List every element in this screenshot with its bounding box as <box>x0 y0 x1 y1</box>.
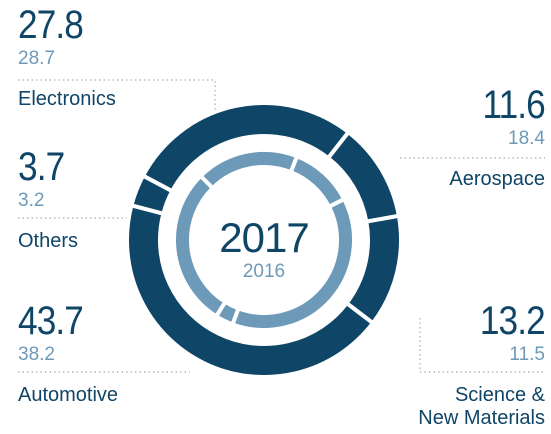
value-previous: 18.4 <box>508 128 545 149</box>
value-current: 3.7 <box>18 145 65 189</box>
donut-segment <box>172 173 229 320</box>
donut-segment <box>129 172 175 217</box>
value-previous: 11.5 <box>509 344 545 365</box>
value-previous: 38.2 <box>18 344 55 365</box>
leader-line <box>419 318 545 373</box>
center-year: 2017 <box>219 214 308 261</box>
value-current: 13.2 <box>480 299 546 343</box>
donut-segment <box>125 202 376 379</box>
donut-segment <box>213 299 242 327</box>
category-label: Aerospace <box>449 168 545 190</box>
donut-segment <box>197 148 300 191</box>
value-current: 43.7 <box>18 299 84 343</box>
center-year-previous: 2016 <box>243 261 285 282</box>
category-label: Electronics <box>18 88 116 110</box>
value-previous: 3.2 <box>18 190 45 211</box>
value-current: 27.8 <box>18 3 84 47</box>
category-label: Automotive <box>18 384 119 406</box>
leader-lines <box>18 79 545 373</box>
category-label: Science & New Materials <box>418 384 545 429</box>
value-previous: 28.7 <box>18 48 55 69</box>
category-label: Others <box>18 230 79 252</box>
value-current: 11.6 <box>482 83 546 127</box>
